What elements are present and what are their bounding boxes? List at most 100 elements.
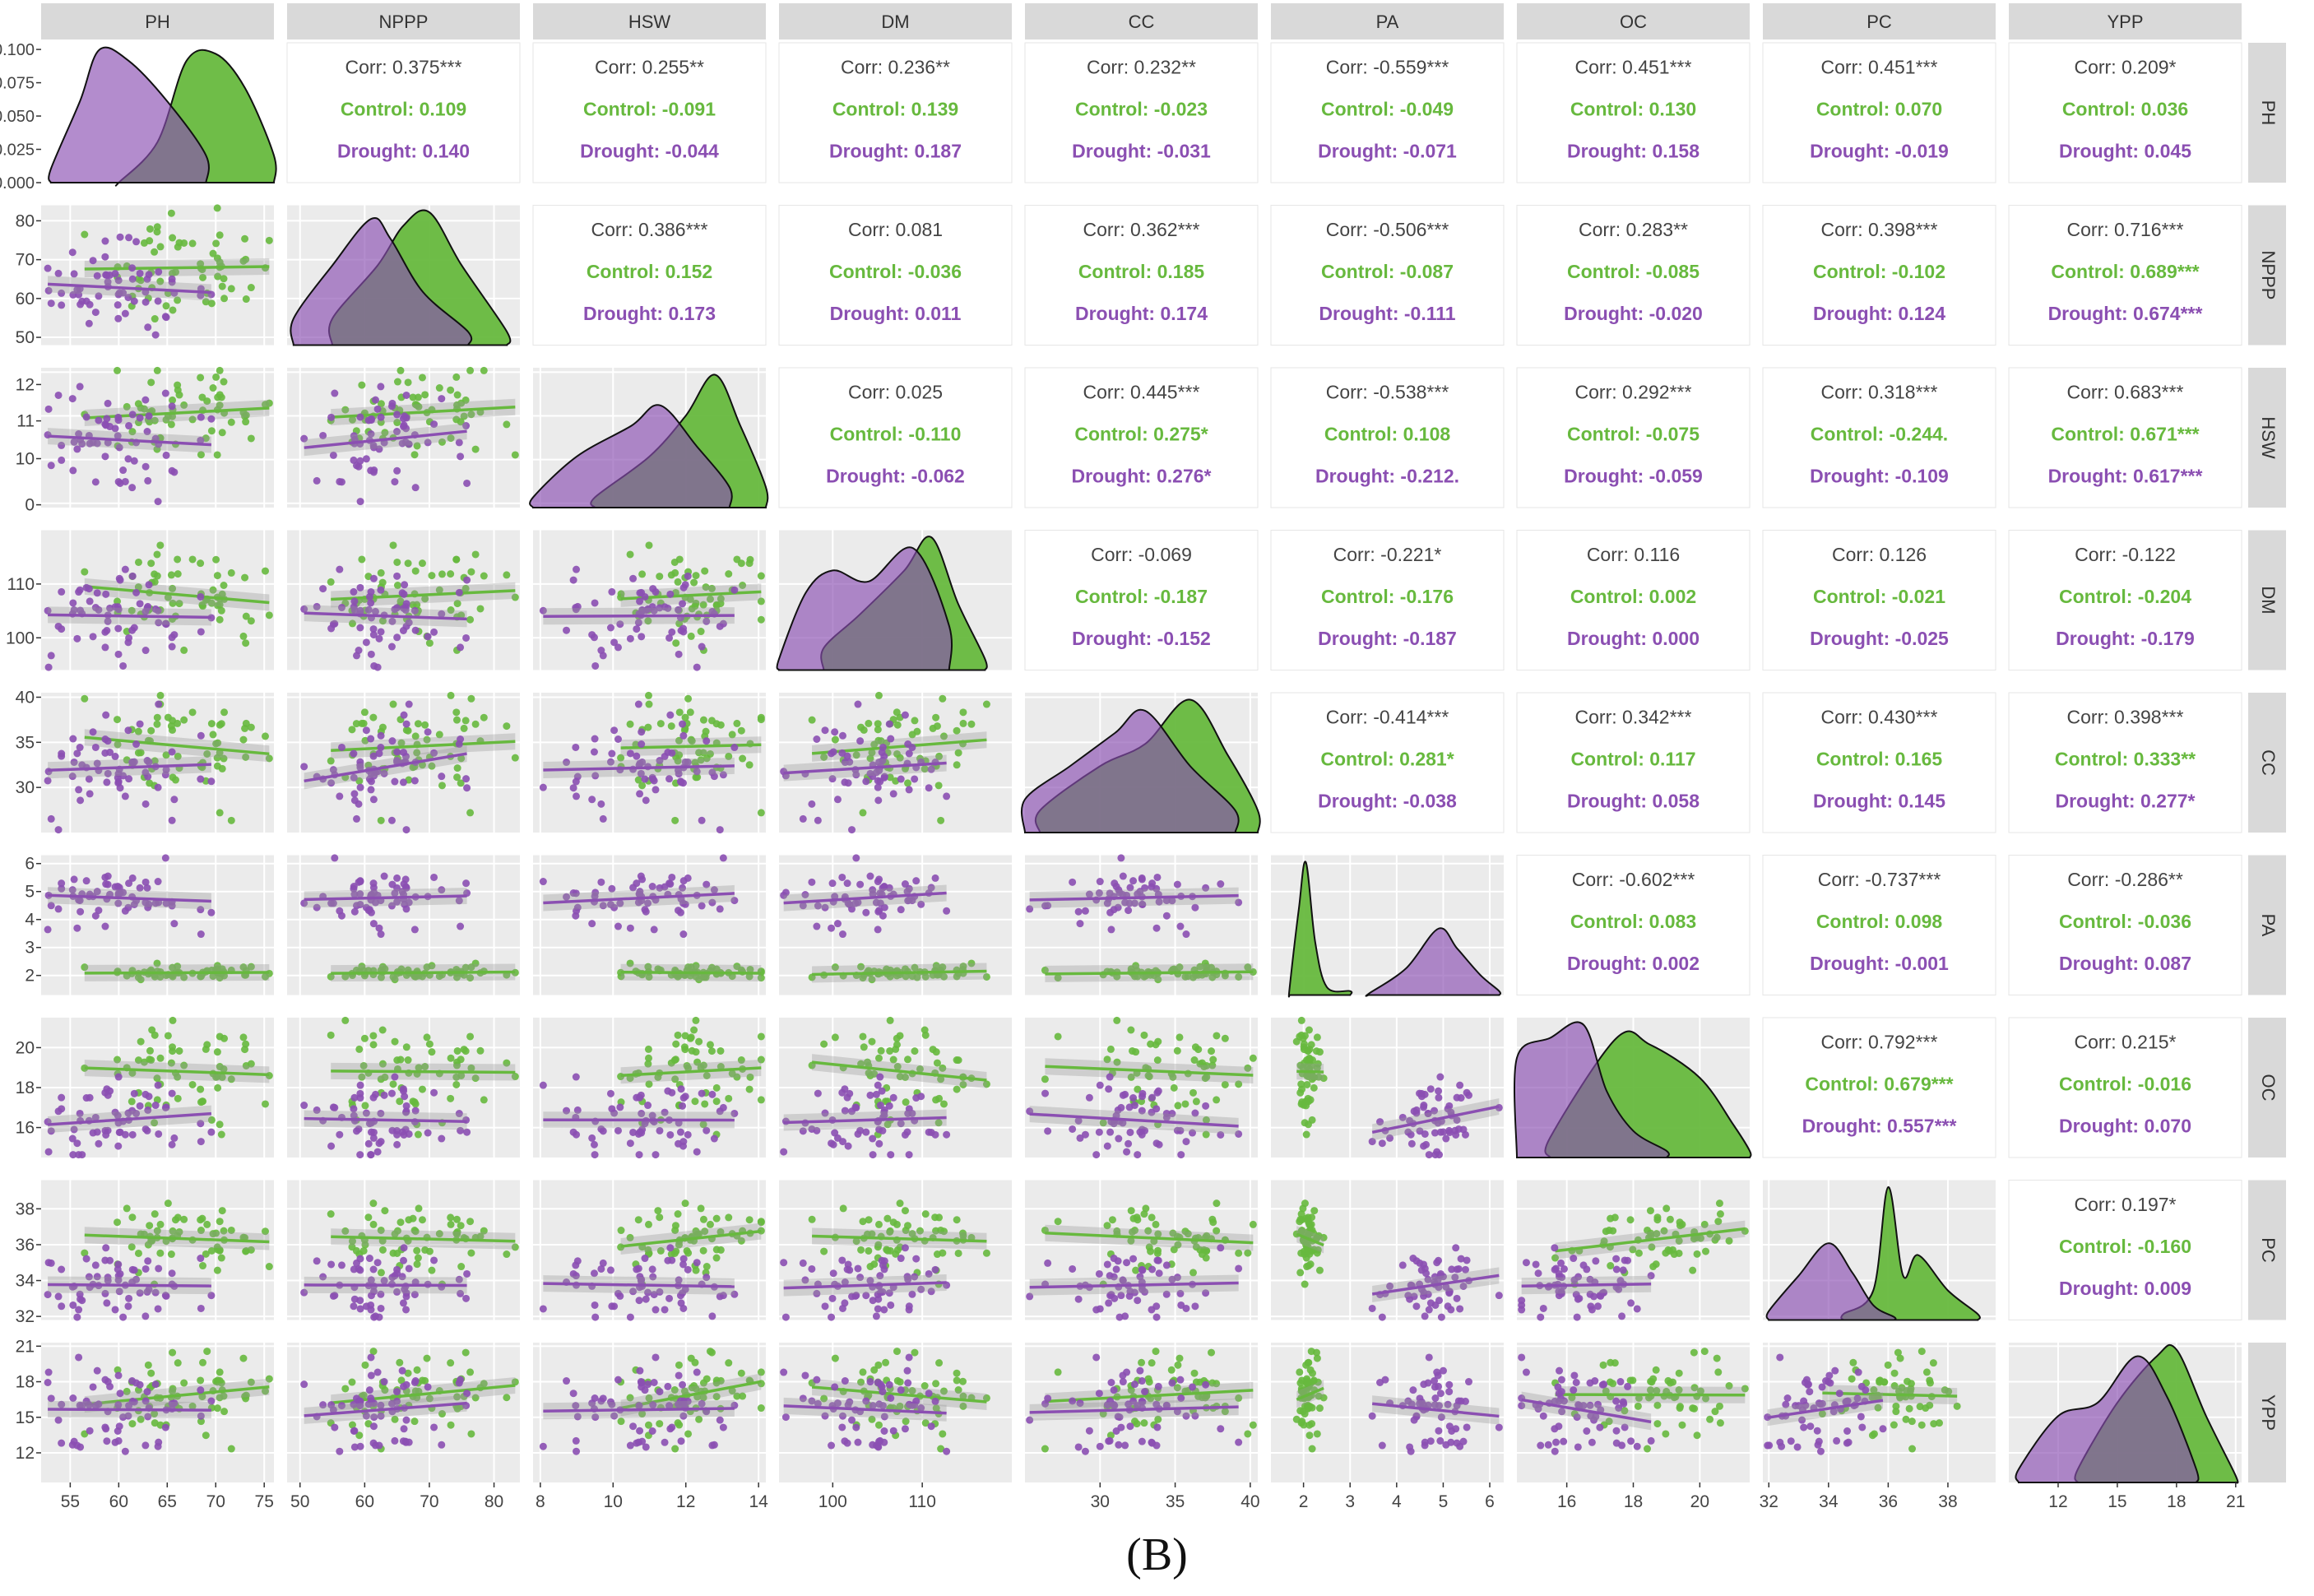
point-drought: [75, 786, 83, 794]
point-drought: [629, 574, 638, 582]
point-control: [1713, 1354, 1721, 1362]
point-drought: [128, 572, 137, 580]
fit-line-drought: [304, 429, 467, 449]
point-control: [247, 617, 255, 625]
point-control: [447, 1054, 455, 1062]
point-control: [202, 1431, 210, 1440]
point-drought: [852, 1103, 860, 1111]
point-drought: [638, 740, 646, 749]
point-drought: [76, 383, 84, 391]
point-drought: [356, 890, 364, 898]
point-drought: [1138, 1377, 1146, 1385]
point-control: [716, 1246, 725, 1254]
point-drought: [1152, 1302, 1161, 1311]
point-drought: [652, 588, 660, 596]
point-drought: [1412, 1257, 1421, 1265]
fit-line-drought: [304, 611, 467, 621]
y-tick-nppp: 60: [16, 290, 35, 309]
corr-control: Control: -0.016: [2059, 1073, 2191, 1094]
point-drought: [350, 749, 358, 758]
point-control: [247, 723, 255, 731]
point-drought: [116, 784, 124, 792]
point-control: [634, 1216, 642, 1224]
point-control: [174, 296, 182, 304]
point-control: [1716, 1419, 1724, 1427]
point-drought: [95, 416, 103, 425]
point-control: [1041, 1445, 1049, 1453]
col-strip-ypp: [2009, 3, 2242, 39]
point-control: [447, 386, 455, 394]
x-tick-ph: 70: [206, 1492, 225, 1511]
point-control: [667, 571, 675, 579]
point-drought: [101, 735, 109, 743]
point-control: [358, 719, 366, 727]
point-control: [1297, 1016, 1305, 1024]
point-control: [1054, 1032, 1062, 1041]
point-control: [435, 731, 443, 739]
point-control: [1918, 1421, 1926, 1429]
point-drought: [145, 271, 153, 279]
corr-drought: Drought: -0.062: [826, 465, 965, 486]
point-control: [153, 720, 161, 728]
point-control: [638, 570, 647, 578]
point-control: [361, 1102, 369, 1110]
point-drought: [47, 902, 55, 910]
point-control: [418, 559, 426, 568]
point-control: [1644, 1445, 1652, 1453]
point-control: [216, 809, 224, 817]
point-drought: [1570, 1386, 1578, 1394]
point-drought: [591, 1301, 599, 1309]
point-control: [220, 275, 228, 283]
point-drought: [869, 772, 877, 781]
panel-hsw-ph: [41, 366, 274, 508]
point-control: [341, 972, 350, 981]
point-control: [1890, 1369, 1899, 1377]
point-control: [227, 418, 235, 426]
point-drought: [650, 777, 658, 785]
point-control: [1138, 1358, 1146, 1366]
point-drought: [1407, 1447, 1415, 1455]
point-drought: [151, 331, 160, 339]
point-drought: [1426, 1437, 1435, 1445]
point-control: [480, 366, 488, 374]
point-control: [197, 373, 205, 382]
point-drought: [116, 1128, 124, 1136]
point-control: [396, 1218, 405, 1227]
corr-drought: Drought: 0.158: [1567, 140, 1700, 161]
point-drought: [336, 1447, 344, 1455]
point-control: [1689, 1404, 1697, 1413]
point-drought: [912, 877, 920, 885]
point-drought: [463, 576, 471, 584]
point-drought: [679, 600, 687, 608]
point-control: [418, 1085, 426, 1093]
x-tick-oc: 16: [1557, 1492, 1576, 1511]
point-drought: [843, 879, 851, 888]
point-control: [1876, 1376, 1884, 1385]
point-drought: [356, 457, 364, 465]
point-drought: [327, 1142, 336, 1150]
point-drought: [573, 772, 582, 781]
point-drought: [430, 628, 438, 636]
point-control: [140, 405, 148, 413]
point-drought: [367, 1353, 375, 1362]
point-drought: [684, 572, 692, 580]
point-control: [681, 1199, 689, 1208]
point-drought: [424, 728, 432, 736]
point-drought: [116, 576, 124, 584]
point-drought: [104, 880, 112, 888]
point-control: [411, 567, 420, 575]
point-drought: [327, 779, 336, 787]
point-control: [171, 776, 179, 784]
point-control: [1307, 1041, 1315, 1049]
point-drought: [168, 643, 176, 651]
point-control: [932, 1380, 940, 1388]
point-control: [423, 735, 431, 744]
point-drought: [95, 1139, 103, 1148]
point-control: [626, 959, 634, 967]
point-control: [904, 1055, 912, 1064]
point-control: [1666, 1215, 1674, 1223]
point-drought: [119, 772, 128, 780]
corr-control: Control: -0.176: [1321, 586, 1454, 607]
